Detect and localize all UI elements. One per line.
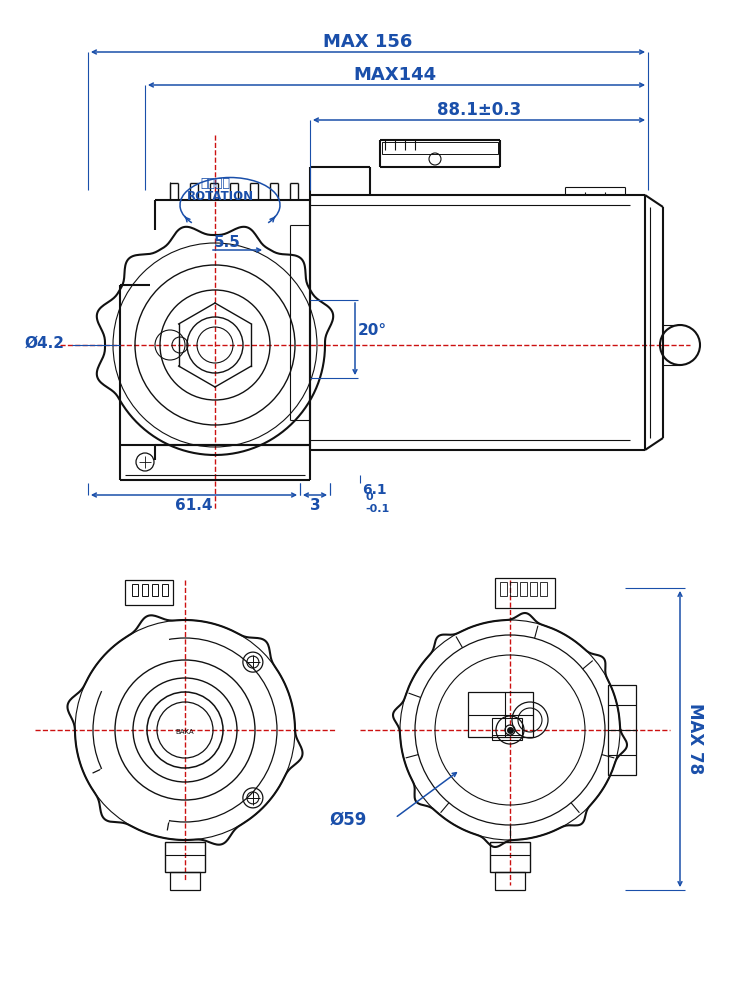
Text: Ø59: Ø59 (330, 811, 368, 829)
Text: BAKA: BAKA (176, 729, 194, 735)
Bar (142, 584, 148, 596)
Text: MAX 156: MAX 156 (323, 33, 413, 51)
Text: MAX 78: MAX 78 (686, 703, 704, 775)
Bar (490, 842, 530, 872)
Text: MAX144: MAX144 (353, 66, 436, 84)
Text: 3: 3 (310, 497, 320, 513)
Bar (495, 872, 525, 890)
Text: 6.1: 6.1 (362, 483, 387, 497)
Bar (162, 584, 168, 596)
Bar (608, 685, 636, 775)
Bar (468, 692, 533, 737)
Bar (510, 582, 517, 596)
Text: 20°: 20° (358, 323, 387, 338)
Text: 88.1±0.3: 88.1±0.3 (436, 101, 521, 119)
Bar (500, 582, 507, 596)
Text: 旋转方向: 旋转方向 (200, 176, 230, 189)
Bar (132, 584, 138, 596)
Text: ROTATION: ROTATION (187, 189, 254, 202)
Bar (492, 718, 522, 740)
Bar (540, 582, 547, 596)
Bar (165, 842, 205, 872)
Bar (125, 580, 173, 605)
Bar (530, 582, 537, 596)
Text: Ø4.2: Ø4.2 (25, 336, 65, 351)
Text: 5.5: 5.5 (214, 234, 241, 250)
Bar (495, 578, 555, 608)
Bar (170, 872, 200, 890)
Bar (520, 582, 527, 596)
Bar (152, 584, 158, 596)
Text: 61.4: 61.4 (176, 497, 213, 513)
Text: 0
-0.1: 0 -0.1 (365, 492, 389, 514)
Bar (382, 142, 498, 154)
